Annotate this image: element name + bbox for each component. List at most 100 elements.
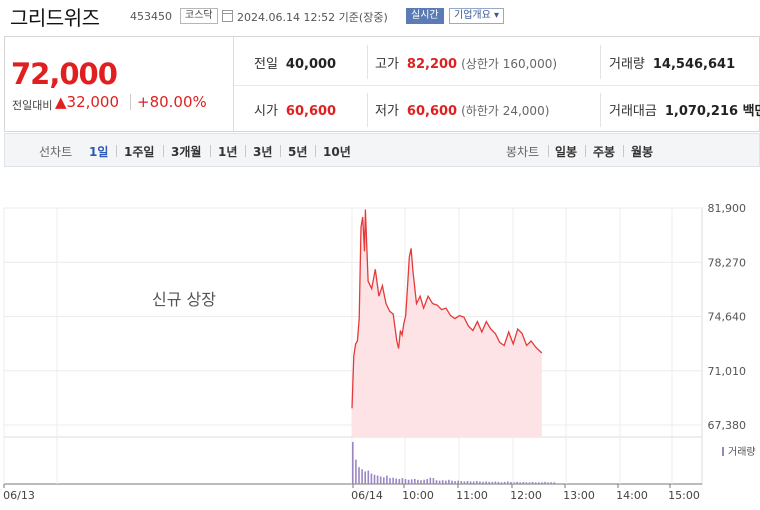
volume-bar [398, 478, 401, 484]
candle-monthly[interactable]: 월봉 [631, 145, 654, 159]
candle-chart-label: 봉차트 [506, 145, 540, 159]
volume-bar [488, 481, 490, 484]
volume-bar [463, 481, 466, 484]
volume-bar [525, 482, 528, 484]
volume-bar [379, 476, 382, 484]
volume-bar [392, 477, 394, 484]
volume-bar [497, 481, 500, 484]
trade-amount: 거래대금 1,070,216 백만 [609, 100, 760, 119]
volume-bar [500, 482, 503, 484]
period-1w[interactable]: 1주일 [124, 145, 155, 159]
volume-bar [479, 481, 481, 484]
period-1y[interactable]: 1년 [218, 145, 238, 159]
candle-daily[interactable]: 일봉 [555, 145, 578, 159]
day-high: 고가 82,200 (상한가 160,000) [375, 53, 557, 72]
volume-bar [389, 478, 391, 484]
volume-bar [355, 459, 357, 484]
volume-bar [491, 481, 494, 484]
divider [600, 45, 601, 79]
volume-bar [528, 482, 531, 484]
volume-bar [404, 478, 407, 484]
current-price: 72,000 [11, 57, 118, 91]
divider [130, 94, 131, 110]
volume-bar [541, 482, 543, 484]
volume-bar [361, 469, 363, 484]
volume-bar [457, 480, 459, 484]
low-value: 60,600 [406, 104, 458, 119]
volume-bar [469, 481, 472, 484]
x-tick-label: 10:00 [402, 489, 434, 502]
y-tick-label: 81,900 [708, 202, 747, 215]
volume-bar [426, 478, 428, 484]
volume-bar [423, 479, 425, 484]
prev-close-label: 전일 [254, 57, 278, 72]
y-tick-label: 71,010 [708, 365, 747, 378]
volume-bar [445, 480, 447, 484]
y-tick-label: 74,640 [708, 311, 747, 324]
divider [245, 145, 246, 157]
period-1d[interactable]: 1일 [89, 145, 109, 159]
volume-bar [429, 477, 432, 484]
volume-bar [410, 479, 413, 484]
period-3m[interactable]: 3개월 [171, 145, 202, 159]
volume-bar [547, 482, 549, 484]
volume-bar [553, 482, 556, 484]
price-summary: 72,000 전일대비 ▲32,000 +80.00% 전일 40,000 고가 8… [4, 36, 760, 132]
live-button[interactable]: 실시간 [406, 8, 444, 24]
candle-weekly[interactable]: 주봉 [593, 145, 616, 159]
calendar-icon [222, 10, 233, 22]
divider [234, 85, 759, 86]
divider [315, 145, 316, 157]
volume-value: 14,546,641 [652, 57, 736, 72]
x-tick-label: 14:00 [616, 489, 648, 502]
upper-limit: (상한가 160,000) [461, 57, 558, 71]
volume-bar [531, 481, 534, 484]
volume-bar [438, 480, 441, 484]
price-change: ▲32,000 [55, 93, 120, 111]
company-overview-dropdown[interactable]: 기업개요 ▾ [449, 8, 504, 24]
volume-bar [367, 470, 370, 484]
volume-bar [507, 481, 509, 484]
volume-bar [516, 481, 518, 484]
volume-bar [513, 482, 515, 484]
lower-limit: (하한가 24,000) [461, 104, 550, 118]
divider [367, 93, 368, 127]
y-tick-label: 67,380 [708, 419, 747, 432]
volume-bar [476, 481, 478, 484]
volume-bar [448, 479, 450, 484]
period-3y[interactable]: 3년 [253, 145, 273, 159]
volume-bar [370, 473, 373, 484]
price-line [351, 209, 543, 409]
x-tick-label: 11:00 [456, 489, 488, 502]
volume-bar [534, 482, 537, 484]
prev-close: 전일 40,000 [254, 53, 336, 72]
volume-bar [373, 474, 376, 484]
x-tick-label: 15:00 [668, 489, 700, 502]
volume-bar [522, 481, 525, 484]
chart-period-bar: 선차트 1일 1주일 3개월 1년 3년 5년 10년 봉차트 일봉 주봉 월봉 [4, 133, 760, 167]
market-badge: 코스닥 [180, 8, 218, 24]
volume-bar [460, 481, 463, 484]
divider [367, 45, 368, 79]
volume-bar [401, 478, 404, 484]
price-chart[interactable]: 81,900 78,270 74,640 71,010 67,380 06/13 06/14… [0, 192, 760, 510]
volume-bar [386, 475, 388, 484]
period-5y[interactable]: 5년 [288, 145, 308, 159]
volume-bar [417, 479, 419, 484]
divider [116, 145, 117, 157]
volume-bar [395, 478, 397, 484]
divider [280, 145, 281, 157]
change-label: 전일대비 [12, 99, 53, 112]
divider [548, 145, 549, 157]
volume-legend-swatch [722, 447, 724, 456]
divider [585, 145, 586, 157]
volume-bar [432, 478, 435, 484]
line-chart-label: 선차트 [39, 145, 73, 159]
period-10y[interactable]: 10년 [323, 145, 351, 159]
open-value: 60,600 [285, 104, 337, 119]
new-listing-annotation: 신규 상장 [152, 290, 216, 309]
open-label: 시가 [254, 104, 278, 119]
prev-close-value: 40,000 [285, 57, 337, 72]
amount-label: 거래대금 [609, 104, 657, 119]
volume-bar [364, 471, 366, 484]
